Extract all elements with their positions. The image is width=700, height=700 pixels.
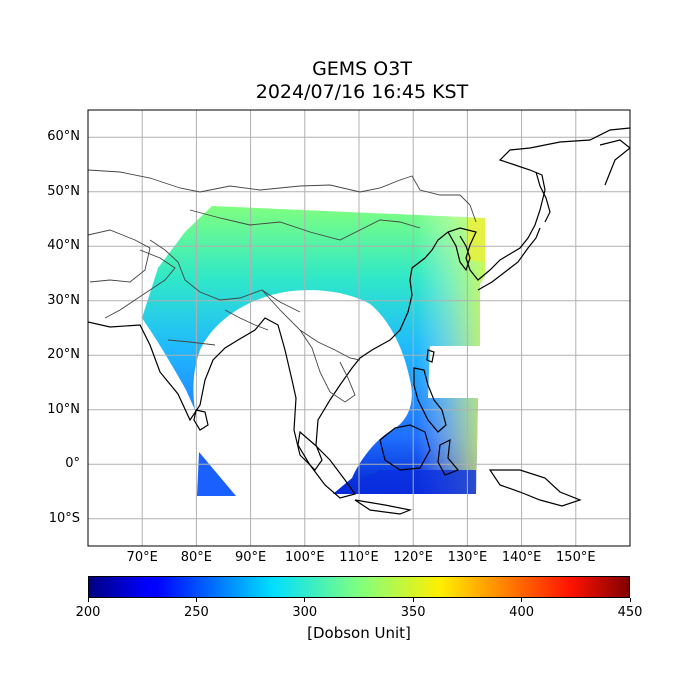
colorbar-tick-label: 250 bbox=[183, 605, 209, 620]
colorbar-tick-mark bbox=[521, 598, 523, 602]
colorbar-tick-mark bbox=[629, 598, 631, 602]
lat-tick-label: 50°N bbox=[47, 183, 80, 199]
colorbar bbox=[88, 576, 630, 598]
lon-tick-label: 130°E bbox=[447, 550, 488, 565]
lon-tick-label: 110°E bbox=[339, 550, 379, 565]
ozone-swath-south-tip bbox=[197, 452, 236, 496]
lon-tick-label: 100°E bbox=[285, 550, 325, 565]
title-product: GEMS O3T bbox=[312, 58, 412, 80]
lat-tick-label: 40°N bbox=[47, 238, 80, 254]
colorbar-tick-mark bbox=[87, 598, 89, 602]
lon-tick-label: 140°E bbox=[501, 550, 542, 565]
lon-tick-label: 120°E bbox=[393, 550, 433, 565]
lat-tick-label: 10°N bbox=[47, 401, 80, 417]
lon-tick-label: 150°E bbox=[556, 550, 596, 565]
colorbar-gradient bbox=[88, 576, 630, 598]
map-frame bbox=[87, 109, 631, 547]
lon-tick-label: 80°E bbox=[180, 550, 213, 565]
coastlines bbox=[88, 127, 630, 515]
title-datetime: 2024/07/16 16:45 KST bbox=[255, 81, 469, 103]
lat-tick-label: 30°N bbox=[47, 292, 80, 308]
colorbar-tick-mark bbox=[195, 598, 197, 602]
lat-tick-label: 10°S bbox=[48, 510, 80, 526]
country-borders bbox=[88, 169, 477, 403]
colorbar-label: [Dobson Unit] bbox=[307, 624, 411, 642]
lat-tick-label: 0° bbox=[65, 456, 80, 472]
colorbar-tick-label: 200 bbox=[75, 605, 101, 620]
colorbar-tick-label: 450 bbox=[617, 605, 643, 620]
lat-tick-label: 60°N bbox=[47, 129, 80, 145]
colorbar-tick-mark bbox=[412, 598, 414, 602]
colorbar-tick-label: 300 bbox=[292, 605, 318, 620]
lon-tick-label: 70°E bbox=[126, 550, 158, 565]
lon-tick-label: 90°E bbox=[234, 550, 267, 565]
lat-tick-label: 20°N bbox=[47, 347, 80, 363]
colorbar-tick-label: 350 bbox=[400, 605, 426, 620]
colorbar-tick-label: 400 bbox=[509, 605, 534, 620]
colorbar-tick-mark bbox=[304, 598, 306, 602]
gridlines bbox=[88, 110, 630, 546]
